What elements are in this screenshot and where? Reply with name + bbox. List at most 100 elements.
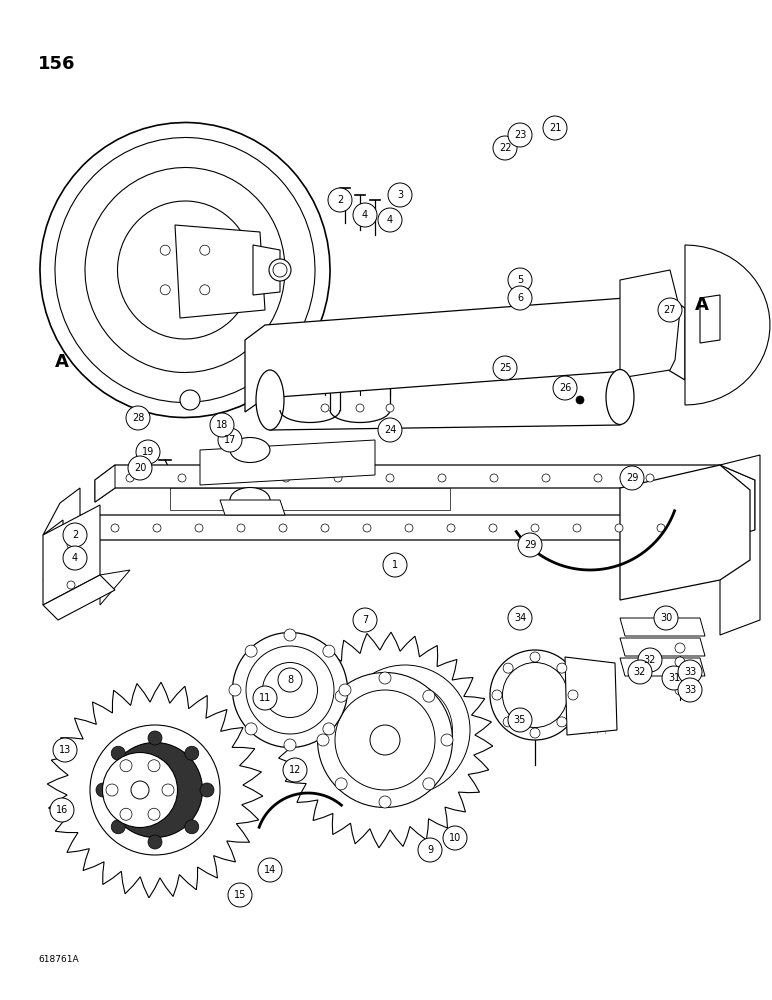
Polygon shape: [245, 295, 685, 412]
Text: 27: 27: [664, 305, 676, 315]
Polygon shape: [620, 465, 750, 600]
Polygon shape: [100, 570, 130, 605]
Text: 14: 14: [264, 865, 276, 875]
Circle shape: [136, 440, 160, 464]
Circle shape: [153, 524, 161, 532]
Circle shape: [282, 474, 290, 482]
Text: 4: 4: [387, 215, 393, 225]
Ellipse shape: [180, 390, 200, 410]
Polygon shape: [200, 440, 375, 485]
Text: 156: 156: [38, 55, 76, 73]
Circle shape: [321, 404, 329, 412]
Ellipse shape: [230, 438, 270, 462]
Polygon shape: [170, 488, 450, 510]
Circle shape: [508, 708, 532, 732]
Polygon shape: [685, 245, 770, 405]
Text: 618761A: 618761A: [38, 956, 79, 964]
Text: 16: 16: [56, 805, 68, 815]
Circle shape: [657, 524, 665, 532]
Circle shape: [120, 808, 132, 820]
Text: 3: 3: [397, 190, 403, 200]
Polygon shape: [43, 505, 100, 605]
Ellipse shape: [103, 752, 178, 828]
Circle shape: [67, 561, 75, 569]
Circle shape: [543, 116, 567, 140]
Circle shape: [111, 524, 119, 532]
Text: 29: 29: [524, 540, 537, 550]
Circle shape: [530, 652, 540, 662]
Ellipse shape: [256, 370, 284, 430]
Text: 7: 7: [362, 615, 368, 625]
Ellipse shape: [606, 369, 634, 424]
Circle shape: [126, 474, 134, 482]
Circle shape: [323, 723, 335, 735]
Circle shape: [557, 663, 567, 673]
Circle shape: [378, 208, 402, 232]
Text: 21: 21: [549, 123, 561, 133]
Circle shape: [438, 474, 446, 482]
Text: 9: 9: [427, 845, 433, 855]
Text: 4: 4: [362, 210, 368, 220]
Circle shape: [178, 474, 186, 482]
Circle shape: [185, 820, 198, 834]
Ellipse shape: [503, 662, 567, 728]
Circle shape: [111, 820, 125, 834]
Circle shape: [508, 268, 532, 292]
Circle shape: [503, 717, 513, 727]
Circle shape: [253, 686, 277, 710]
Circle shape: [161, 285, 170, 295]
Text: 23: 23: [514, 130, 527, 140]
Circle shape: [200, 245, 210, 255]
Circle shape: [245, 645, 257, 657]
Polygon shape: [253, 245, 280, 295]
Polygon shape: [95, 465, 750, 502]
Ellipse shape: [490, 650, 580, 740]
Text: 29: 29: [626, 473, 638, 483]
Text: 31: 31: [668, 673, 680, 683]
Ellipse shape: [85, 168, 285, 372]
Text: 33: 33: [684, 667, 696, 677]
Circle shape: [111, 746, 125, 760]
Text: 33: 33: [684, 685, 696, 695]
Text: 1: 1: [392, 560, 398, 570]
Text: 32: 32: [634, 667, 646, 677]
Ellipse shape: [232, 633, 347, 748]
Circle shape: [128, 456, 152, 480]
Text: 22: 22: [499, 143, 511, 153]
Circle shape: [284, 629, 296, 641]
Circle shape: [646, 474, 654, 482]
Ellipse shape: [230, 488, 270, 512]
Circle shape: [200, 783, 214, 797]
Ellipse shape: [317, 672, 452, 808]
Circle shape: [53, 738, 77, 762]
Circle shape: [443, 826, 467, 850]
Ellipse shape: [357, 682, 452, 778]
Circle shape: [334, 474, 342, 482]
Circle shape: [317, 734, 329, 746]
Text: 19: 19: [142, 447, 154, 457]
Polygon shape: [43, 488, 80, 580]
Circle shape: [284, 739, 296, 751]
Text: 2: 2: [337, 195, 343, 205]
Text: 35: 35: [514, 715, 527, 725]
Circle shape: [96, 783, 110, 797]
Circle shape: [67, 581, 75, 589]
Circle shape: [418, 838, 442, 862]
Circle shape: [675, 685, 685, 695]
Ellipse shape: [335, 690, 435, 790]
Polygon shape: [60, 515, 755, 555]
Text: 2: 2: [72, 530, 78, 540]
Circle shape: [210, 413, 234, 437]
Circle shape: [654, 606, 678, 630]
Ellipse shape: [117, 201, 252, 339]
Circle shape: [594, 474, 602, 482]
Circle shape: [185, 746, 198, 760]
Circle shape: [447, 524, 455, 532]
Text: 18: 18: [216, 420, 228, 430]
Circle shape: [279, 524, 287, 532]
Circle shape: [557, 717, 567, 727]
Circle shape: [148, 731, 162, 745]
Circle shape: [678, 678, 702, 702]
Circle shape: [363, 524, 371, 532]
Polygon shape: [220, 500, 285, 515]
